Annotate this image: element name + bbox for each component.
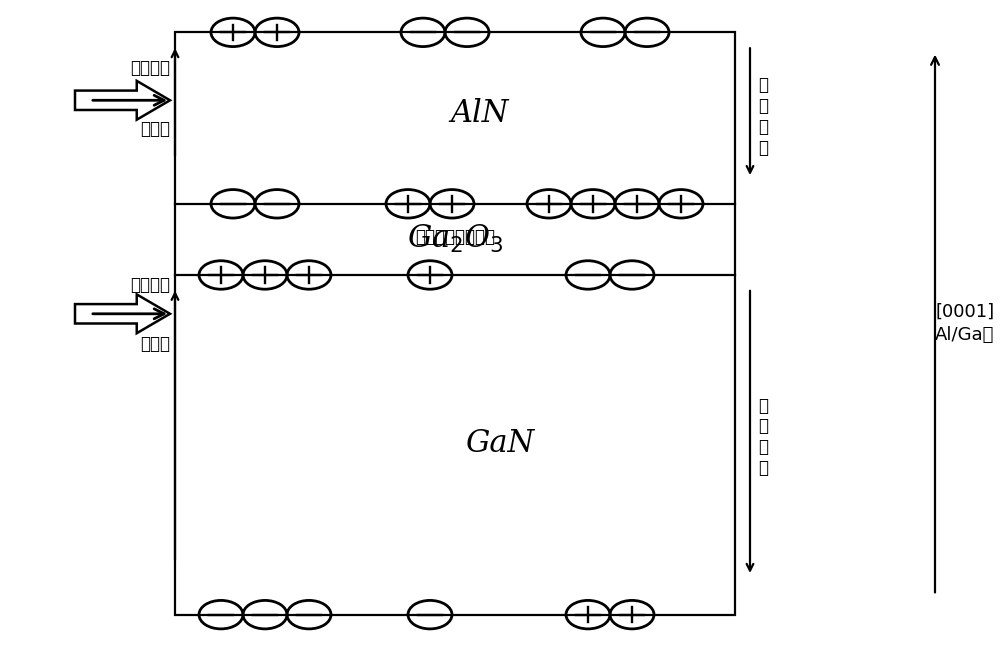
Text: 压电极化: 压电极化 bbox=[130, 276, 170, 294]
Text: [0001]
Al/Ga面: [0001] Al/Ga面 bbox=[935, 303, 995, 344]
Text: 压应力: 压应力 bbox=[140, 120, 170, 138]
Bar bbox=[175, 32, 735, 615]
Text: 压电极化: 压电极化 bbox=[130, 59, 170, 77]
Text: 压应力: 压应力 bbox=[140, 335, 170, 353]
Text: AlN: AlN bbox=[451, 98, 509, 129]
Text: 自
发
极
化: 自 发 极 化 bbox=[758, 76, 768, 157]
Text: 固定剩余极化电荷: 固定剩余极化电荷 bbox=[415, 228, 495, 246]
Text: GaN: GaN bbox=[465, 428, 535, 459]
Text: 自
发
极
化: 自 发 极 化 bbox=[758, 397, 768, 477]
Text: Ga$_2$O$_3$: Ga$_2$O$_3$ bbox=[407, 223, 503, 256]
